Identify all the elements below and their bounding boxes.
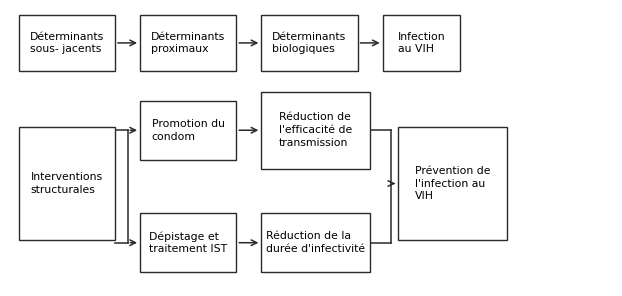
- FancyBboxPatch shape: [383, 15, 460, 71]
- FancyBboxPatch shape: [140, 213, 236, 272]
- FancyBboxPatch shape: [261, 213, 370, 272]
- FancyBboxPatch shape: [261, 92, 370, 169]
- Text: Réduction de la
durée d'infectivité: Réduction de la durée d'infectivité: [266, 231, 365, 254]
- Text: Déterminants
biologiques: Déterminants biologiques: [272, 31, 346, 54]
- Text: Déterminants
sous- jacents: Déterminants sous- jacents: [30, 31, 104, 54]
- Text: Infection
au VIH: Infection au VIH: [397, 31, 445, 54]
- Text: Prévention de
l'infection au
VIH: Prévention de l'infection au VIH: [415, 166, 490, 201]
- Text: Dépistage et
traitement IST: Dépistage et traitement IST: [149, 231, 227, 254]
- FancyBboxPatch shape: [140, 101, 236, 160]
- Text: Déterminants
proximaux: Déterminants proximaux: [151, 31, 225, 54]
- FancyBboxPatch shape: [19, 15, 115, 71]
- FancyBboxPatch shape: [140, 15, 236, 71]
- FancyBboxPatch shape: [19, 127, 115, 240]
- FancyBboxPatch shape: [261, 15, 358, 71]
- FancyBboxPatch shape: [398, 127, 507, 240]
- Text: Interventions
structurales: Interventions structurales: [31, 172, 103, 195]
- Text: Réduction de
l'efficacité de
transmission: Réduction de l'efficacité de transmissio…: [279, 112, 352, 148]
- Text: Promotion du
condom: Promotion du condom: [152, 119, 225, 142]
